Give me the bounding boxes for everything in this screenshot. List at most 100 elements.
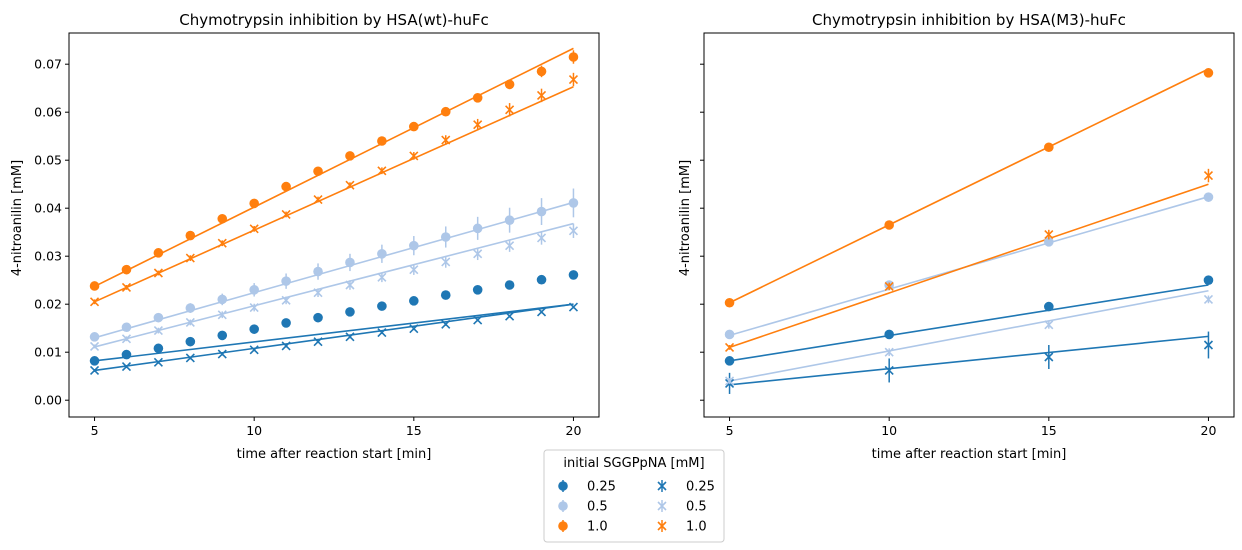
data-point bbox=[185, 336, 196, 347]
data-point bbox=[568, 74, 579, 85]
y-tick-label: 0.04 bbox=[34, 201, 62, 216]
data-point bbox=[89, 297, 100, 307]
y-tick-label: 0.07 bbox=[34, 57, 62, 72]
data-point bbox=[377, 136, 387, 146]
data-point bbox=[121, 322, 132, 333]
data-point bbox=[185, 317, 195, 328]
data-point bbox=[1044, 301, 1054, 312]
data-point bbox=[409, 121, 419, 132]
data-point bbox=[377, 301, 387, 311]
fit-line bbox=[729, 335, 1209, 386]
legend-label: 0.25 bbox=[587, 480, 616, 495]
y-tick-label: 0.06 bbox=[34, 105, 62, 120]
data-point bbox=[345, 180, 355, 190]
x-axis-label: time after reaction start [min] bbox=[237, 447, 432, 462]
plot-hsa-wt: Chymotrypsin inhibition by HSA(wt)-huFc … bbox=[10, 11, 600, 462]
fit-line bbox=[729, 68, 1209, 304]
plot-title: Chymotrypsin inhibition by HSA(M3)-huFc bbox=[812, 11, 1126, 29]
data-point bbox=[89, 356, 100, 366]
data-point bbox=[1203, 275, 1214, 286]
data-point bbox=[249, 324, 259, 334]
legend-label: 0.25 bbox=[686, 480, 715, 495]
data-point bbox=[249, 345, 259, 355]
fit-line bbox=[94, 201, 574, 339]
fit-line bbox=[94, 303, 574, 372]
data-point bbox=[724, 329, 735, 340]
data-point bbox=[568, 52, 579, 62]
plot-hsa-m3: Chymotrypsin inhibition by HSA(M3)-huFc … bbox=[678, 11, 1235, 462]
data-point bbox=[884, 365, 894, 376]
data-point bbox=[440, 232, 451, 242]
legend: initial SGGPpNA [mM] 0.25 0.5 1.0 0.25 0.5 1.… bbox=[543, 449, 725, 543]
data-point bbox=[473, 120, 483, 130]
data-point bbox=[409, 240, 419, 251]
data-point bbox=[473, 249, 483, 259]
data-point bbox=[1203, 192, 1214, 202]
data-point bbox=[504, 280, 515, 290]
fit-line bbox=[94, 222, 574, 348]
y-axis-label: 4-nitroanilin [mM] bbox=[678, 160, 693, 276]
axes-frame bbox=[68, 32, 600, 418]
x-tick-label: 10 bbox=[881, 423, 897, 438]
data-point bbox=[313, 288, 323, 298]
data-point bbox=[441, 257, 451, 267]
data-point bbox=[1044, 237, 1054, 247]
data-point bbox=[313, 337, 323, 347]
legend-marker bbox=[657, 501, 667, 511]
data-point bbox=[440, 290, 451, 300]
data-point bbox=[185, 303, 196, 313]
legend-frame bbox=[543, 449, 725, 543]
plot-title: Chymotrypsin inhibition by HSA(wt)-huFc bbox=[179, 11, 489, 29]
data-point bbox=[217, 349, 227, 359]
data-point bbox=[409, 151, 419, 161]
data-point bbox=[281, 276, 291, 286]
data-point bbox=[1044, 142, 1054, 153]
data-point bbox=[217, 310, 227, 320]
x-tick-label: 15 bbox=[406, 423, 422, 438]
x-tick-label: 20 bbox=[1201, 423, 1217, 438]
fit-line bbox=[729, 289, 1209, 382]
data-point bbox=[313, 194, 323, 205]
data-point bbox=[345, 280, 355, 290]
data-point bbox=[472, 223, 483, 234]
data-point bbox=[1203, 294, 1214, 304]
data-point bbox=[568, 198, 579, 208]
x-tick-label: 10 bbox=[246, 423, 262, 438]
data-point bbox=[1203, 170, 1214, 181]
legend-marker bbox=[657, 521, 667, 531]
data-point bbox=[153, 312, 164, 323]
data-point bbox=[724, 342, 735, 352]
data-point bbox=[884, 347, 894, 357]
legend-marker bbox=[558, 481, 568, 491]
data-point bbox=[409, 324, 419, 334]
data-point bbox=[505, 105, 515, 115]
data-point bbox=[217, 294, 228, 305]
data-point bbox=[884, 281, 894, 292]
data-point bbox=[281, 295, 291, 305]
data-point bbox=[536, 206, 547, 217]
data-point bbox=[89, 341, 100, 352]
data-point bbox=[504, 79, 515, 90]
data-point bbox=[121, 264, 132, 275]
data-point bbox=[472, 93, 483, 103]
legend-label: 0.5 bbox=[686, 500, 707, 515]
data-point bbox=[217, 330, 228, 341]
x-tick-label: 5 bbox=[726, 423, 734, 438]
data-point bbox=[440, 106, 451, 117]
data-point bbox=[441, 135, 451, 145]
data-point bbox=[1044, 230, 1054, 240]
fit-line bbox=[729, 284, 1209, 362]
data-point bbox=[568, 270, 579, 280]
data-point bbox=[89, 365, 100, 376]
data-point bbox=[153, 248, 164, 258]
y-axis-label: 4-nitroanilin [mM] bbox=[10, 160, 25, 276]
data-point bbox=[153, 326, 163, 336]
data-point bbox=[884, 329, 894, 340]
fit-line bbox=[94, 47, 574, 288]
data-point bbox=[377, 327, 387, 338]
legend-marker bbox=[657, 481, 667, 491]
data-point bbox=[217, 213, 228, 224]
x-tick-label: 5 bbox=[91, 423, 99, 438]
y-tick-label: 0.05 bbox=[34, 153, 62, 168]
